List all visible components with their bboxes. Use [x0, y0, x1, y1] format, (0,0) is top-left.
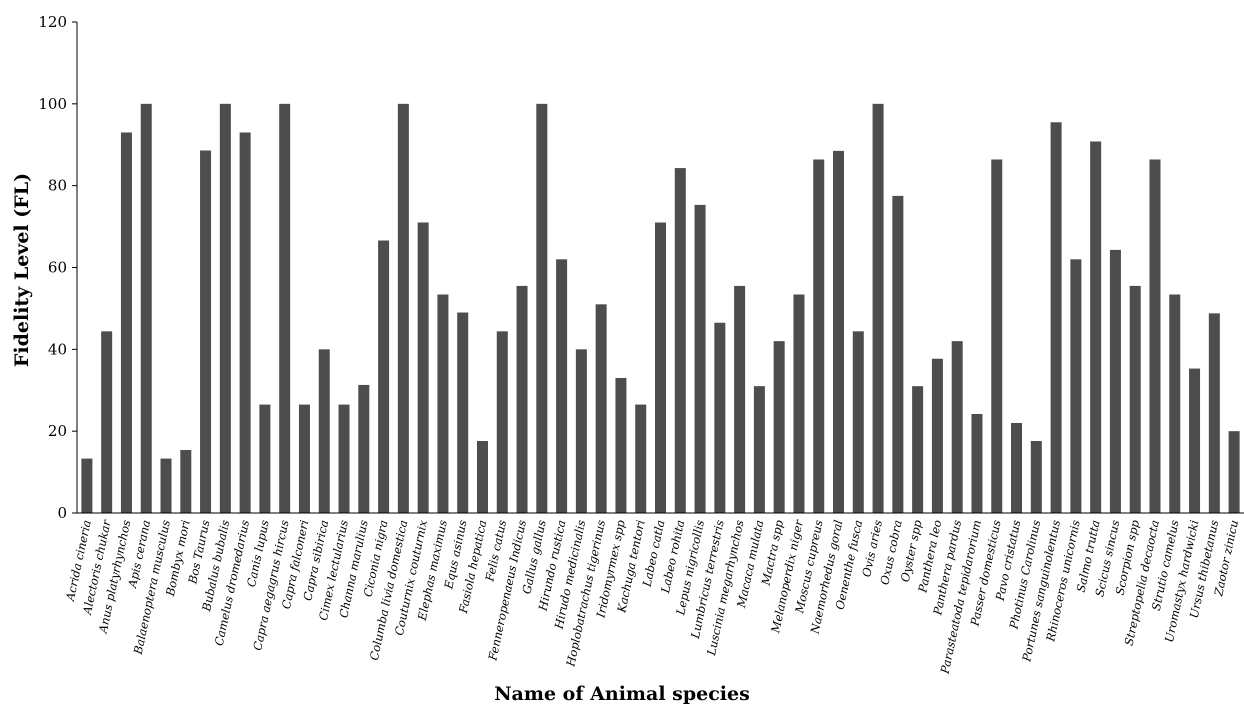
bar [358, 384, 370, 513]
bar [694, 204, 706, 513]
bar [1228, 431, 1240, 513]
bar [595, 304, 607, 513]
bar [714, 322, 726, 513]
bar [655, 222, 666, 513]
bar [378, 240, 390, 513]
y-tick-label: 60 [48, 259, 67, 277]
bar [437, 294, 449, 513]
bar [1149, 159, 1161, 514]
bar [1169, 294, 1181, 513]
bar [516, 285, 528, 513]
bar [773, 341, 785, 513]
bar [160, 458, 172, 513]
bar [793, 294, 805, 513]
bar [1011, 422, 1023, 513]
bar [813, 159, 825, 514]
bar [101, 331, 113, 513]
bar [852, 331, 864, 513]
bar [615, 377, 627, 513]
bar [1090, 141, 1102, 513]
bar [219, 103, 231, 513]
bar [1109, 249, 1121, 514]
bar [1208, 313, 1220, 513]
bar [298, 404, 310, 513]
bar [536, 103, 548, 513]
y-tick-label: 80 [48, 177, 67, 195]
bar [951, 341, 963, 513]
bar [318, 349, 330, 513]
y-tick-label: 100 [38, 95, 67, 113]
bar [81, 458, 93, 513]
y-tick-label: 40 [48, 340, 67, 358]
bar [1129, 285, 1141, 513]
bar [556, 259, 568, 513]
bar [734, 285, 746, 513]
bar [575, 349, 587, 513]
bar [417, 222, 429, 513]
bar [1070, 259, 1082, 513]
bar [457, 312, 469, 513]
y-tick-label: 0 [57, 504, 67, 522]
y-axis-title: Fidelity Level (FL) [11, 173, 33, 367]
bar [120, 132, 132, 513]
bar [674, 168, 686, 513]
bar [496, 331, 508, 513]
bar [833, 150, 845, 513]
bar [476, 440, 488, 513]
bar [239, 132, 251, 513]
bar [140, 103, 152, 513]
bar [279, 103, 291, 513]
bar [892, 195, 904, 514]
bar [259, 404, 271, 513]
bar [872, 103, 884, 513]
bar [1050, 122, 1062, 513]
bar [180, 449, 192, 513]
x-axis-title: Name of Animal species [494, 683, 750, 705]
bar [912, 386, 924, 513]
bar [200, 150, 212, 513]
y-tick-label: 120 [38, 13, 67, 31]
bar [931, 358, 943, 513]
bar [1189, 368, 1201, 513]
bar [338, 404, 350, 513]
bar [971, 413, 983, 513]
bar [991, 159, 1003, 514]
bar [753, 386, 765, 513]
bar [1030, 440, 1042, 513]
bar [397, 103, 409, 513]
bar [635, 404, 647, 513]
y-tick-label: 20 [48, 422, 67, 440]
